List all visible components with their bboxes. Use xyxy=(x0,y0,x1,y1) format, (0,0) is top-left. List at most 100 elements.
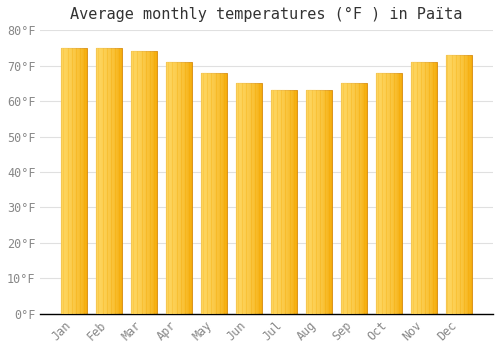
Bar xyxy=(121,48,122,314)
Bar xyxy=(106,48,108,314)
Bar xyxy=(342,83,344,314)
Bar xyxy=(257,83,258,314)
Bar xyxy=(294,90,296,314)
Bar xyxy=(275,90,276,314)
Bar xyxy=(394,73,396,314)
Bar xyxy=(182,62,183,314)
Bar xyxy=(138,51,139,314)
Bar xyxy=(422,62,423,314)
Bar xyxy=(178,62,179,314)
Bar xyxy=(258,83,260,314)
Bar xyxy=(361,83,362,314)
Bar xyxy=(183,62,184,314)
Bar xyxy=(80,48,82,314)
Bar xyxy=(186,62,187,314)
Bar xyxy=(252,83,253,314)
Bar xyxy=(172,62,174,314)
Bar xyxy=(318,90,319,314)
Bar xyxy=(397,73,398,314)
Bar xyxy=(416,62,418,314)
Bar xyxy=(100,48,101,314)
Bar xyxy=(380,73,382,314)
Bar xyxy=(109,48,110,314)
Bar xyxy=(84,48,86,314)
Bar xyxy=(70,48,71,314)
Bar xyxy=(448,55,449,314)
Bar xyxy=(105,48,106,314)
Bar xyxy=(286,90,287,314)
Bar xyxy=(216,73,217,314)
Bar xyxy=(418,62,419,314)
Bar xyxy=(166,62,168,314)
Bar xyxy=(61,48,87,314)
Bar xyxy=(68,48,69,314)
Bar xyxy=(242,83,244,314)
Bar xyxy=(184,62,186,314)
Bar xyxy=(118,48,120,314)
Bar xyxy=(152,51,154,314)
Bar xyxy=(210,73,212,314)
Bar xyxy=(392,73,393,314)
Bar xyxy=(64,48,65,314)
Bar xyxy=(310,90,312,314)
Bar xyxy=(117,48,118,314)
Bar xyxy=(411,62,412,314)
Bar xyxy=(83,48,84,314)
Bar xyxy=(249,83,250,314)
Bar xyxy=(206,73,208,314)
Bar xyxy=(202,73,203,314)
Bar xyxy=(201,73,202,314)
Bar xyxy=(467,55,468,314)
Bar xyxy=(365,83,366,314)
Bar xyxy=(150,51,152,314)
Bar xyxy=(271,90,272,314)
Bar xyxy=(454,55,456,314)
Bar xyxy=(140,51,141,314)
Bar xyxy=(314,90,316,314)
Bar xyxy=(350,83,352,314)
Bar xyxy=(458,55,460,314)
Bar xyxy=(176,62,178,314)
Bar xyxy=(244,83,245,314)
Bar xyxy=(468,55,470,314)
Bar xyxy=(316,90,318,314)
Bar xyxy=(201,73,228,314)
Bar xyxy=(431,62,432,314)
Bar xyxy=(170,62,171,314)
Bar xyxy=(464,55,466,314)
Bar xyxy=(98,48,100,314)
Bar xyxy=(382,73,384,314)
Bar xyxy=(376,73,378,314)
Bar xyxy=(139,51,140,314)
Bar xyxy=(245,83,246,314)
Bar xyxy=(470,55,471,314)
Bar xyxy=(66,48,68,314)
Bar xyxy=(326,90,327,314)
Bar xyxy=(423,62,424,314)
Bar xyxy=(466,55,467,314)
Bar xyxy=(430,62,431,314)
Bar xyxy=(110,48,112,314)
Bar xyxy=(324,90,326,314)
Bar xyxy=(358,83,360,314)
Bar xyxy=(166,62,192,314)
Bar xyxy=(450,55,452,314)
Bar xyxy=(398,73,400,314)
Bar xyxy=(217,73,218,314)
Bar xyxy=(393,73,394,314)
Bar xyxy=(78,48,80,314)
Bar xyxy=(131,51,157,314)
Bar xyxy=(180,62,182,314)
Bar xyxy=(156,51,157,314)
Bar xyxy=(323,90,324,314)
Bar xyxy=(456,55,458,314)
Bar xyxy=(296,90,298,314)
Bar xyxy=(62,48,64,314)
Bar xyxy=(366,83,368,314)
Bar xyxy=(354,83,356,314)
Bar xyxy=(376,73,402,314)
Bar xyxy=(276,90,278,314)
Bar xyxy=(272,90,274,314)
Bar xyxy=(388,73,390,314)
Bar xyxy=(378,73,379,314)
